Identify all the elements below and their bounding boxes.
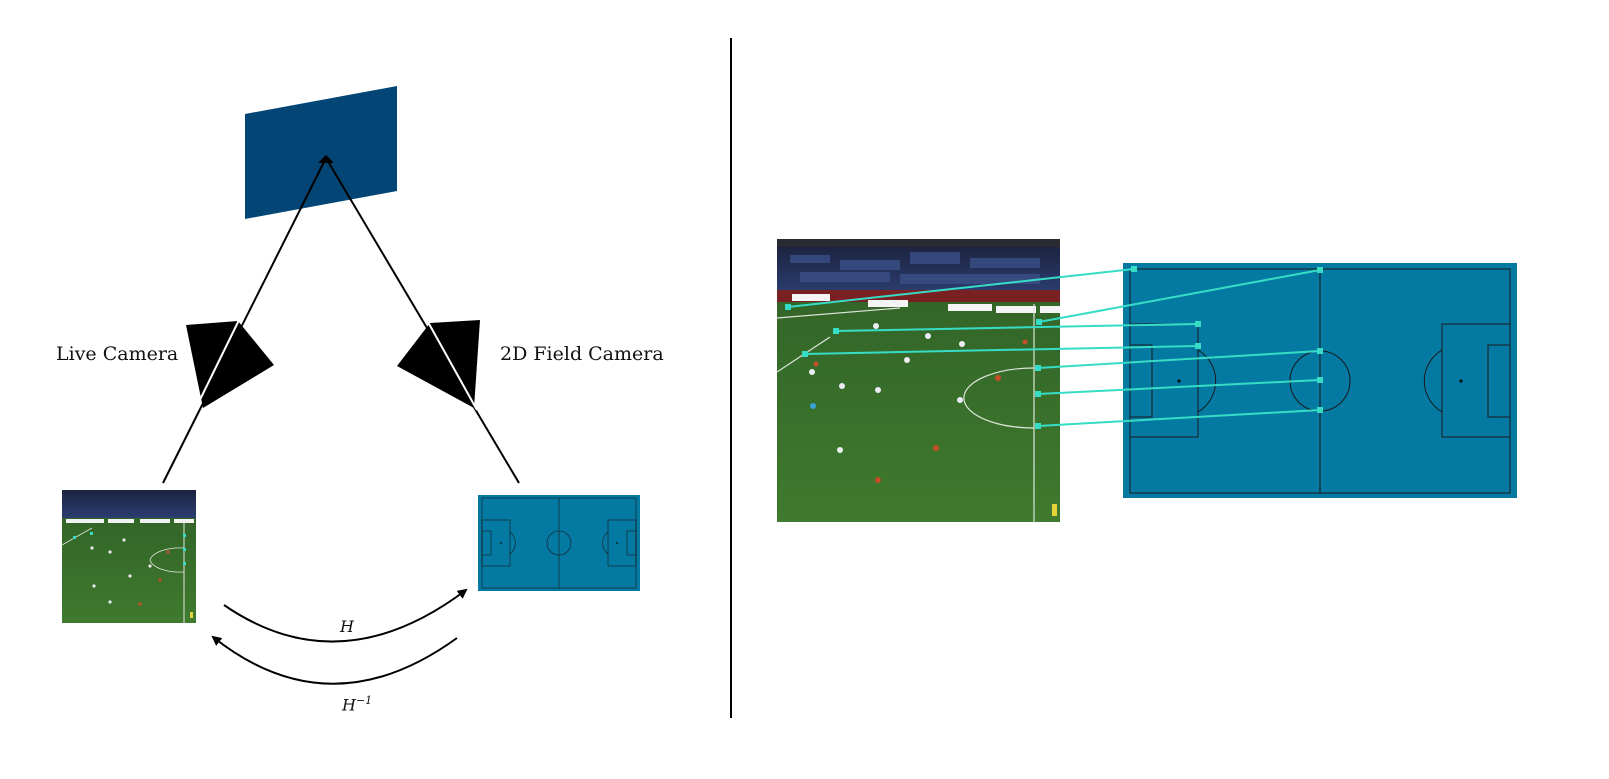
curved-arrow-right-icon [223,588,468,643]
camera-icon [397,320,480,408]
correspondence-line [1037,409,1321,427]
inverse-homography-label: H−1 [342,694,373,715]
keypoint-markers [785,266,1323,429]
correspondence-line [804,345,1199,355]
correspondence-line [1037,379,1321,395]
correspondence-line [835,323,1199,332]
plane-apex-marker [318,155,334,163]
projection-plane [245,86,397,219]
live-camera-label: Live Camera [56,343,179,365]
field-camera-label: 2D Field Camera [500,343,664,365]
curved-arrow-left-icon [211,635,458,685]
correspondence-line [1038,269,1321,323]
field-template-thumbnail [478,495,640,591]
live-frame-thumbnail [61,490,196,623]
homography-label: H [340,617,354,636]
live-camera-ray [162,157,327,484]
keypoint-correspondences [787,268,1321,427]
camera-icon [186,321,274,408]
correspondence-line [787,268,1135,308]
correspondence-line [1037,350,1321,369]
field-camera-ray [325,157,520,484]
live-frame-image [776,239,1060,522]
